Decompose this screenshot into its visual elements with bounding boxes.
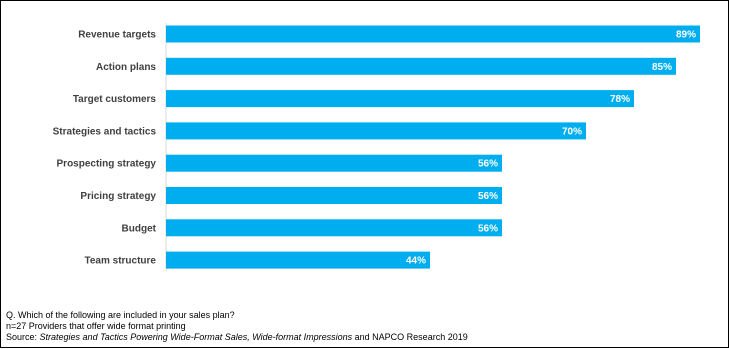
bar-revenue-targets [166,25,700,43]
value-label: 56% [478,191,498,202]
value-label: 56% [478,159,498,170]
source-note: Source: Strategies and Tactics Powering … [6,332,468,343]
bar-strategies-and-tactics [166,122,586,140]
bar-pricing-strategy [166,187,502,204]
value-label: 44% [406,256,426,267]
bars-group: Revenue targets 89% Action plans 85% Target … [53,25,700,269]
category-label: Revenue targets [78,30,156,41]
value-label: 70% [562,126,582,137]
footnotes: Q. Which of the following are included i… [6,310,468,343]
bar-team-structure [166,251,430,269]
bar-prospecting-strategy [166,154,502,172]
category-label: Pricing strategy [80,191,156,202]
category-label: Strategies and tactics [53,126,157,137]
value-label: 89% [676,30,696,41]
bar-action-plans [166,57,676,75]
source-suffix: and NAPCO Research 2019 [352,332,468,342]
bar-chart: Revenue targets 89% Action plans 85% Target … [53,23,700,271]
question-note: Q. Which of the following are included i… [6,310,235,320]
bar-target-customers [166,90,634,108]
value-label: 85% [652,62,672,73]
source-title: Strategies and Tactics Powering Wide-For… [39,332,353,342]
value-label: 78% [610,94,630,105]
category-label: Team structure [84,256,156,267]
category-label: Prospecting strategy [57,159,157,170]
bar-budget [166,219,502,237]
value-label: 56% [478,223,498,234]
category-label: Target customers [73,94,157,105]
source-prefix: Source: [6,332,40,342]
category-label: Budget [122,223,157,234]
sample-note: n=27 Providers that offer wide format pr… [6,321,186,331]
category-label: Action plans [96,62,156,73]
